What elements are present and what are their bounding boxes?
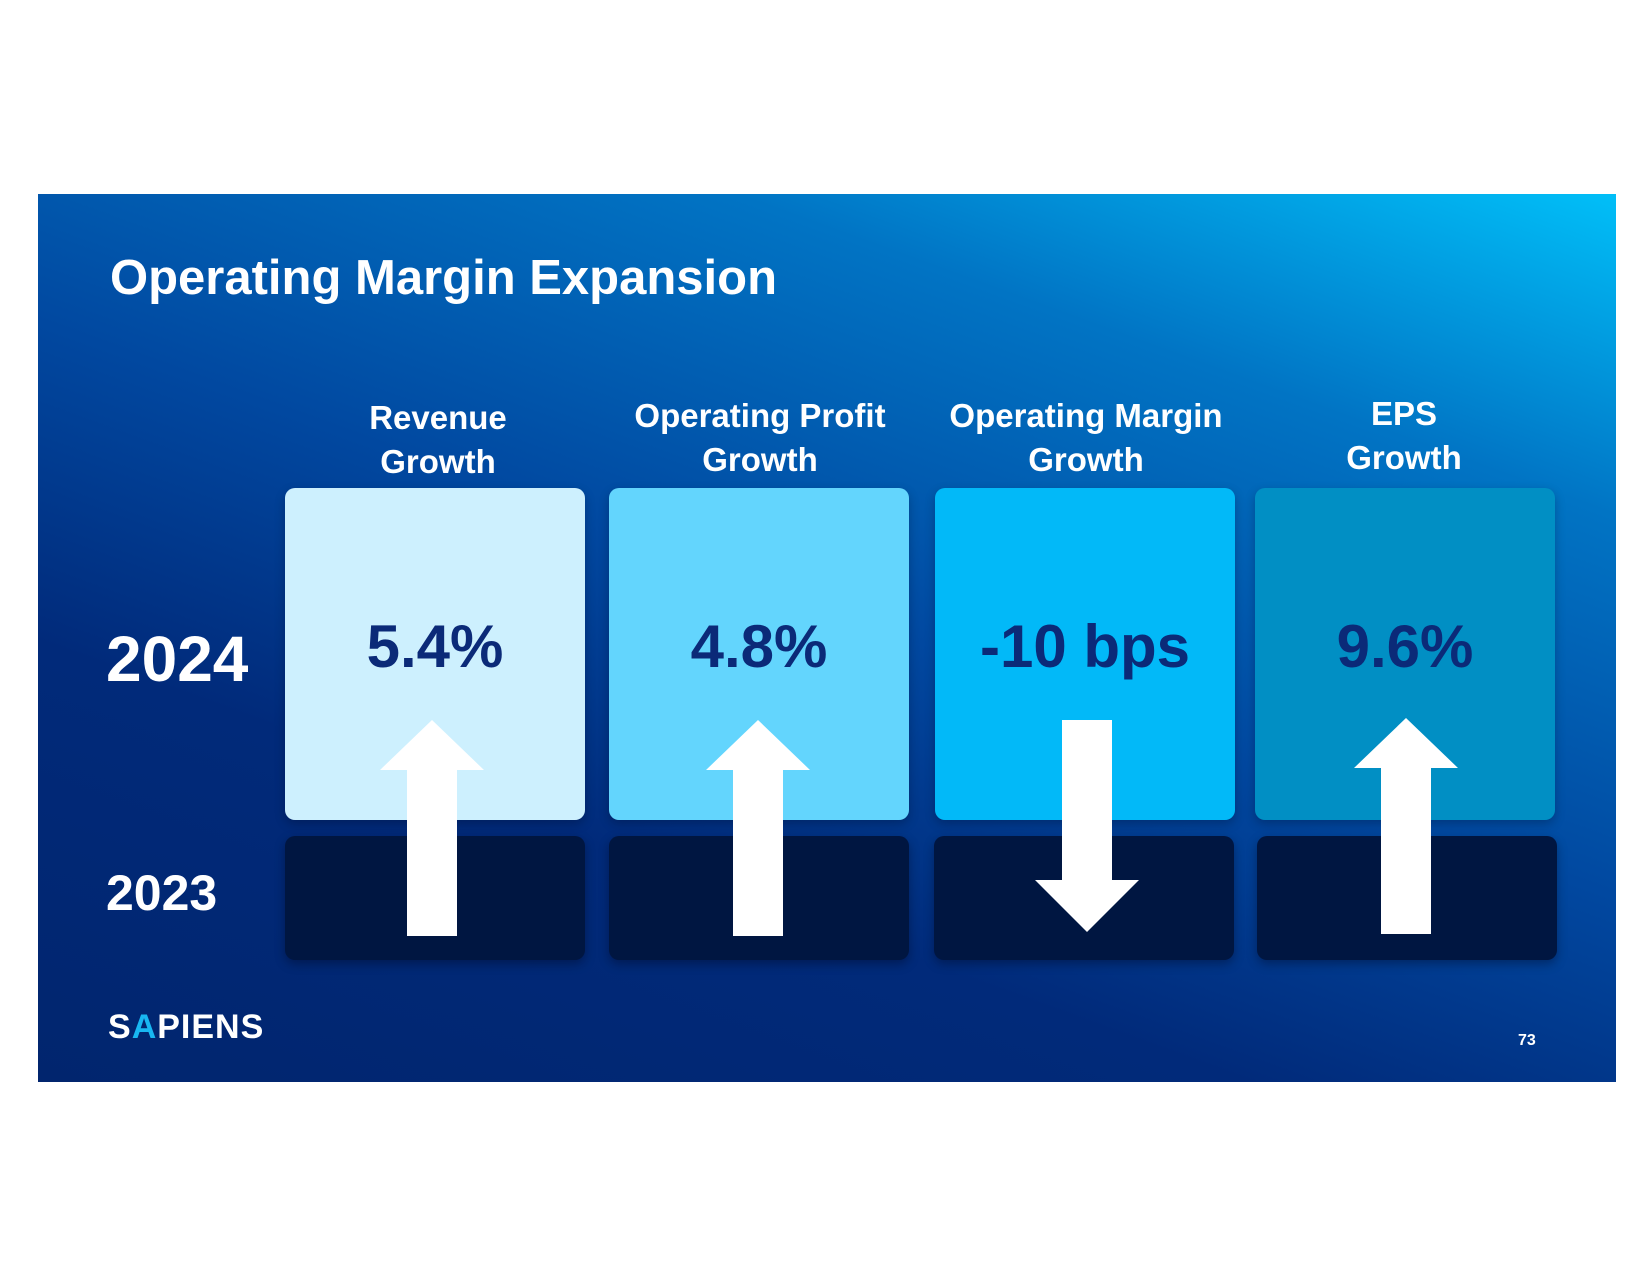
column-header-operating-margin: Operating Margin Growth xyxy=(936,394,1236,482)
sapiens-logo: SAPIENS xyxy=(108,1008,264,1047)
slide: Operating Margin Expansion Revenue Growt… xyxy=(38,194,1616,1082)
year-label-previous: 2023 xyxy=(106,865,218,921)
logo-text-end: PIENS xyxy=(157,1008,265,1046)
arrow-down-icon xyxy=(1035,720,1139,932)
metric-operating-profit-growth: 4.8% xyxy=(690,613,828,680)
metric-operating-margin-growth: -10 bps xyxy=(979,613,1191,680)
year-label-current: 2024 xyxy=(106,623,249,695)
column-header-line2: Growth xyxy=(380,443,496,480)
column-header-line2: Growth xyxy=(1346,439,1462,476)
logo-text-accent: A xyxy=(131,1008,158,1046)
metric-revenue-growth: 5.4% xyxy=(366,613,504,680)
column-header-operating-profit: Operating Profit Growth xyxy=(610,394,910,482)
column-header-eps: EPS Growth xyxy=(1254,392,1554,480)
column-header-line2: Growth xyxy=(1028,441,1144,478)
arrow-up-icon xyxy=(706,720,810,936)
arrow-up-icon xyxy=(1354,718,1458,934)
logo-text-start: S xyxy=(108,1008,132,1046)
column-header-line1: Revenue xyxy=(369,399,507,436)
page-number: 73 xyxy=(1518,1032,1536,1049)
column-header-line1: Operating Profit xyxy=(634,397,886,434)
column-header-revenue: Revenue Growth xyxy=(288,396,588,484)
arrow-up-icon xyxy=(380,720,484,936)
column-header-line2: Growth xyxy=(702,441,818,478)
slide-title: Operating Margin Expansion xyxy=(110,251,778,305)
column-header-line1: EPS xyxy=(1370,395,1438,432)
column-header-line1: Operating Margin xyxy=(949,397,1223,434)
metric-eps-growth: 9.6% xyxy=(1336,613,1474,680)
